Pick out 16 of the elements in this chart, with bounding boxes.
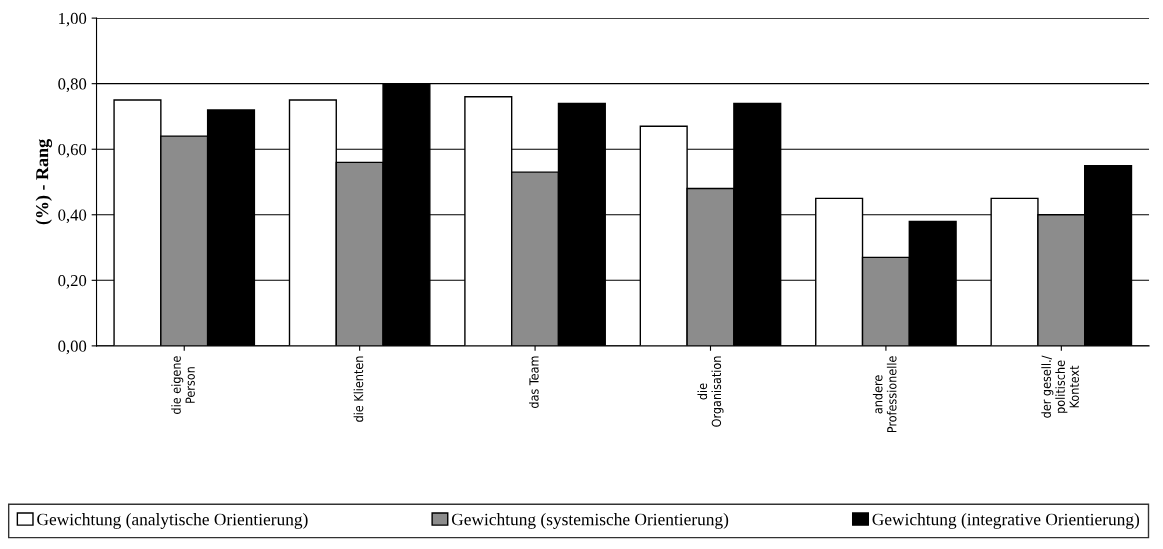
y-tick-label: 0,80	[58, 78, 87, 93]
x-tick-label: andere Professionelle	[872, 356, 897, 433]
x-tick-label: der gesell./ politische Kontext	[1041, 355, 1079, 418]
y-tick-label: 0,40	[58, 209, 87, 224]
x-tick-label: die Organisation	[697, 356, 724, 427]
x-tick-label: die eigene Person	[171, 356, 195, 414]
y-tick-label: 0,60	[58, 143, 87, 158]
legend-label: Gewichtung (integrative Orientierung)	[872, 513, 1140, 529]
y-axis-title: (%) - Rang	[35, 139, 53, 225]
y-tick-label: 0,00	[58, 340, 87, 355]
x-tick-label: die Klienten	[353, 356, 364, 422]
y-tick-label: 0,20	[58, 275, 87, 289]
legend-label: Gewichtung (analytische Orientierung)	[37, 513, 308, 529]
x-tick-label: das Team	[529, 356, 539, 408]
y-tick-label: 1,00	[59, 12, 87, 27]
legend-label: Gewichtung (systemische Orientierung)	[451, 513, 729, 529]
